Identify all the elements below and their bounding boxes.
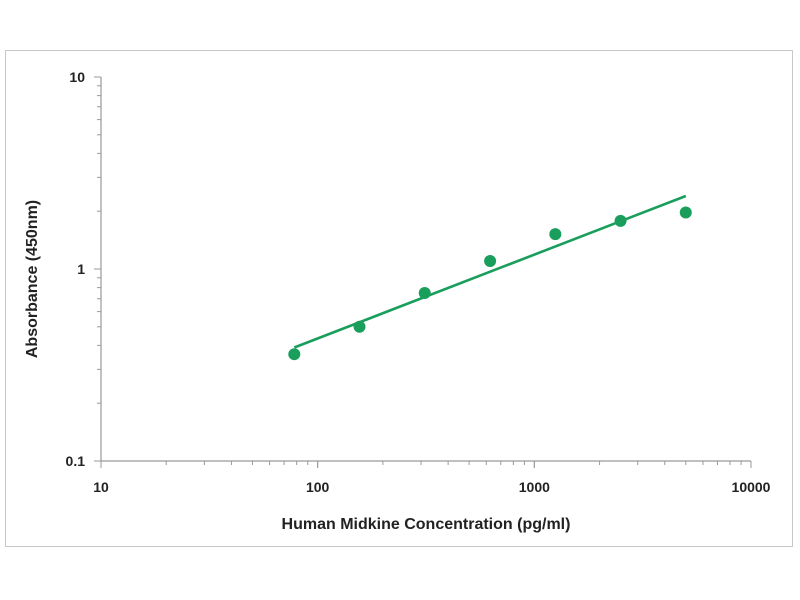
y-axis-title: Absorbance (450nm)	[24, 200, 41, 358]
x-tick-label: 100	[306, 479, 330, 495]
data-point	[549, 228, 562, 241]
y-tick-label: 10	[69, 69, 85, 85]
chart-labels: 10 100 1000 10000 0.1 1 10	[66, 69, 771, 495]
x-axis-title: Human Midkine Concentration (pg/ml)	[282, 516, 571, 533]
x-tick-label: 10000	[732, 479, 771, 495]
chart-axes	[94, 76, 752, 468]
data-point	[288, 348, 301, 361]
data-point	[484, 255, 497, 268]
chart-frame: 10 100 1000 10000 0.1 1 10 Human Midkine Conce…	[5, 50, 793, 547]
y-tick-label: 1	[77, 261, 85, 277]
y-tick-label: 0.1	[66, 453, 86, 469]
chart-plot: 10 100 1000 10000 0.1 1 10 Human Midkine Conce…	[24, 69, 771, 533]
x-tick-label: 10	[93, 479, 109, 495]
x-tick-label: 1000	[519, 479, 550, 495]
trendline	[293, 194, 687, 349]
chart-marks	[288, 194, 692, 361]
data-point	[679, 206, 692, 219]
